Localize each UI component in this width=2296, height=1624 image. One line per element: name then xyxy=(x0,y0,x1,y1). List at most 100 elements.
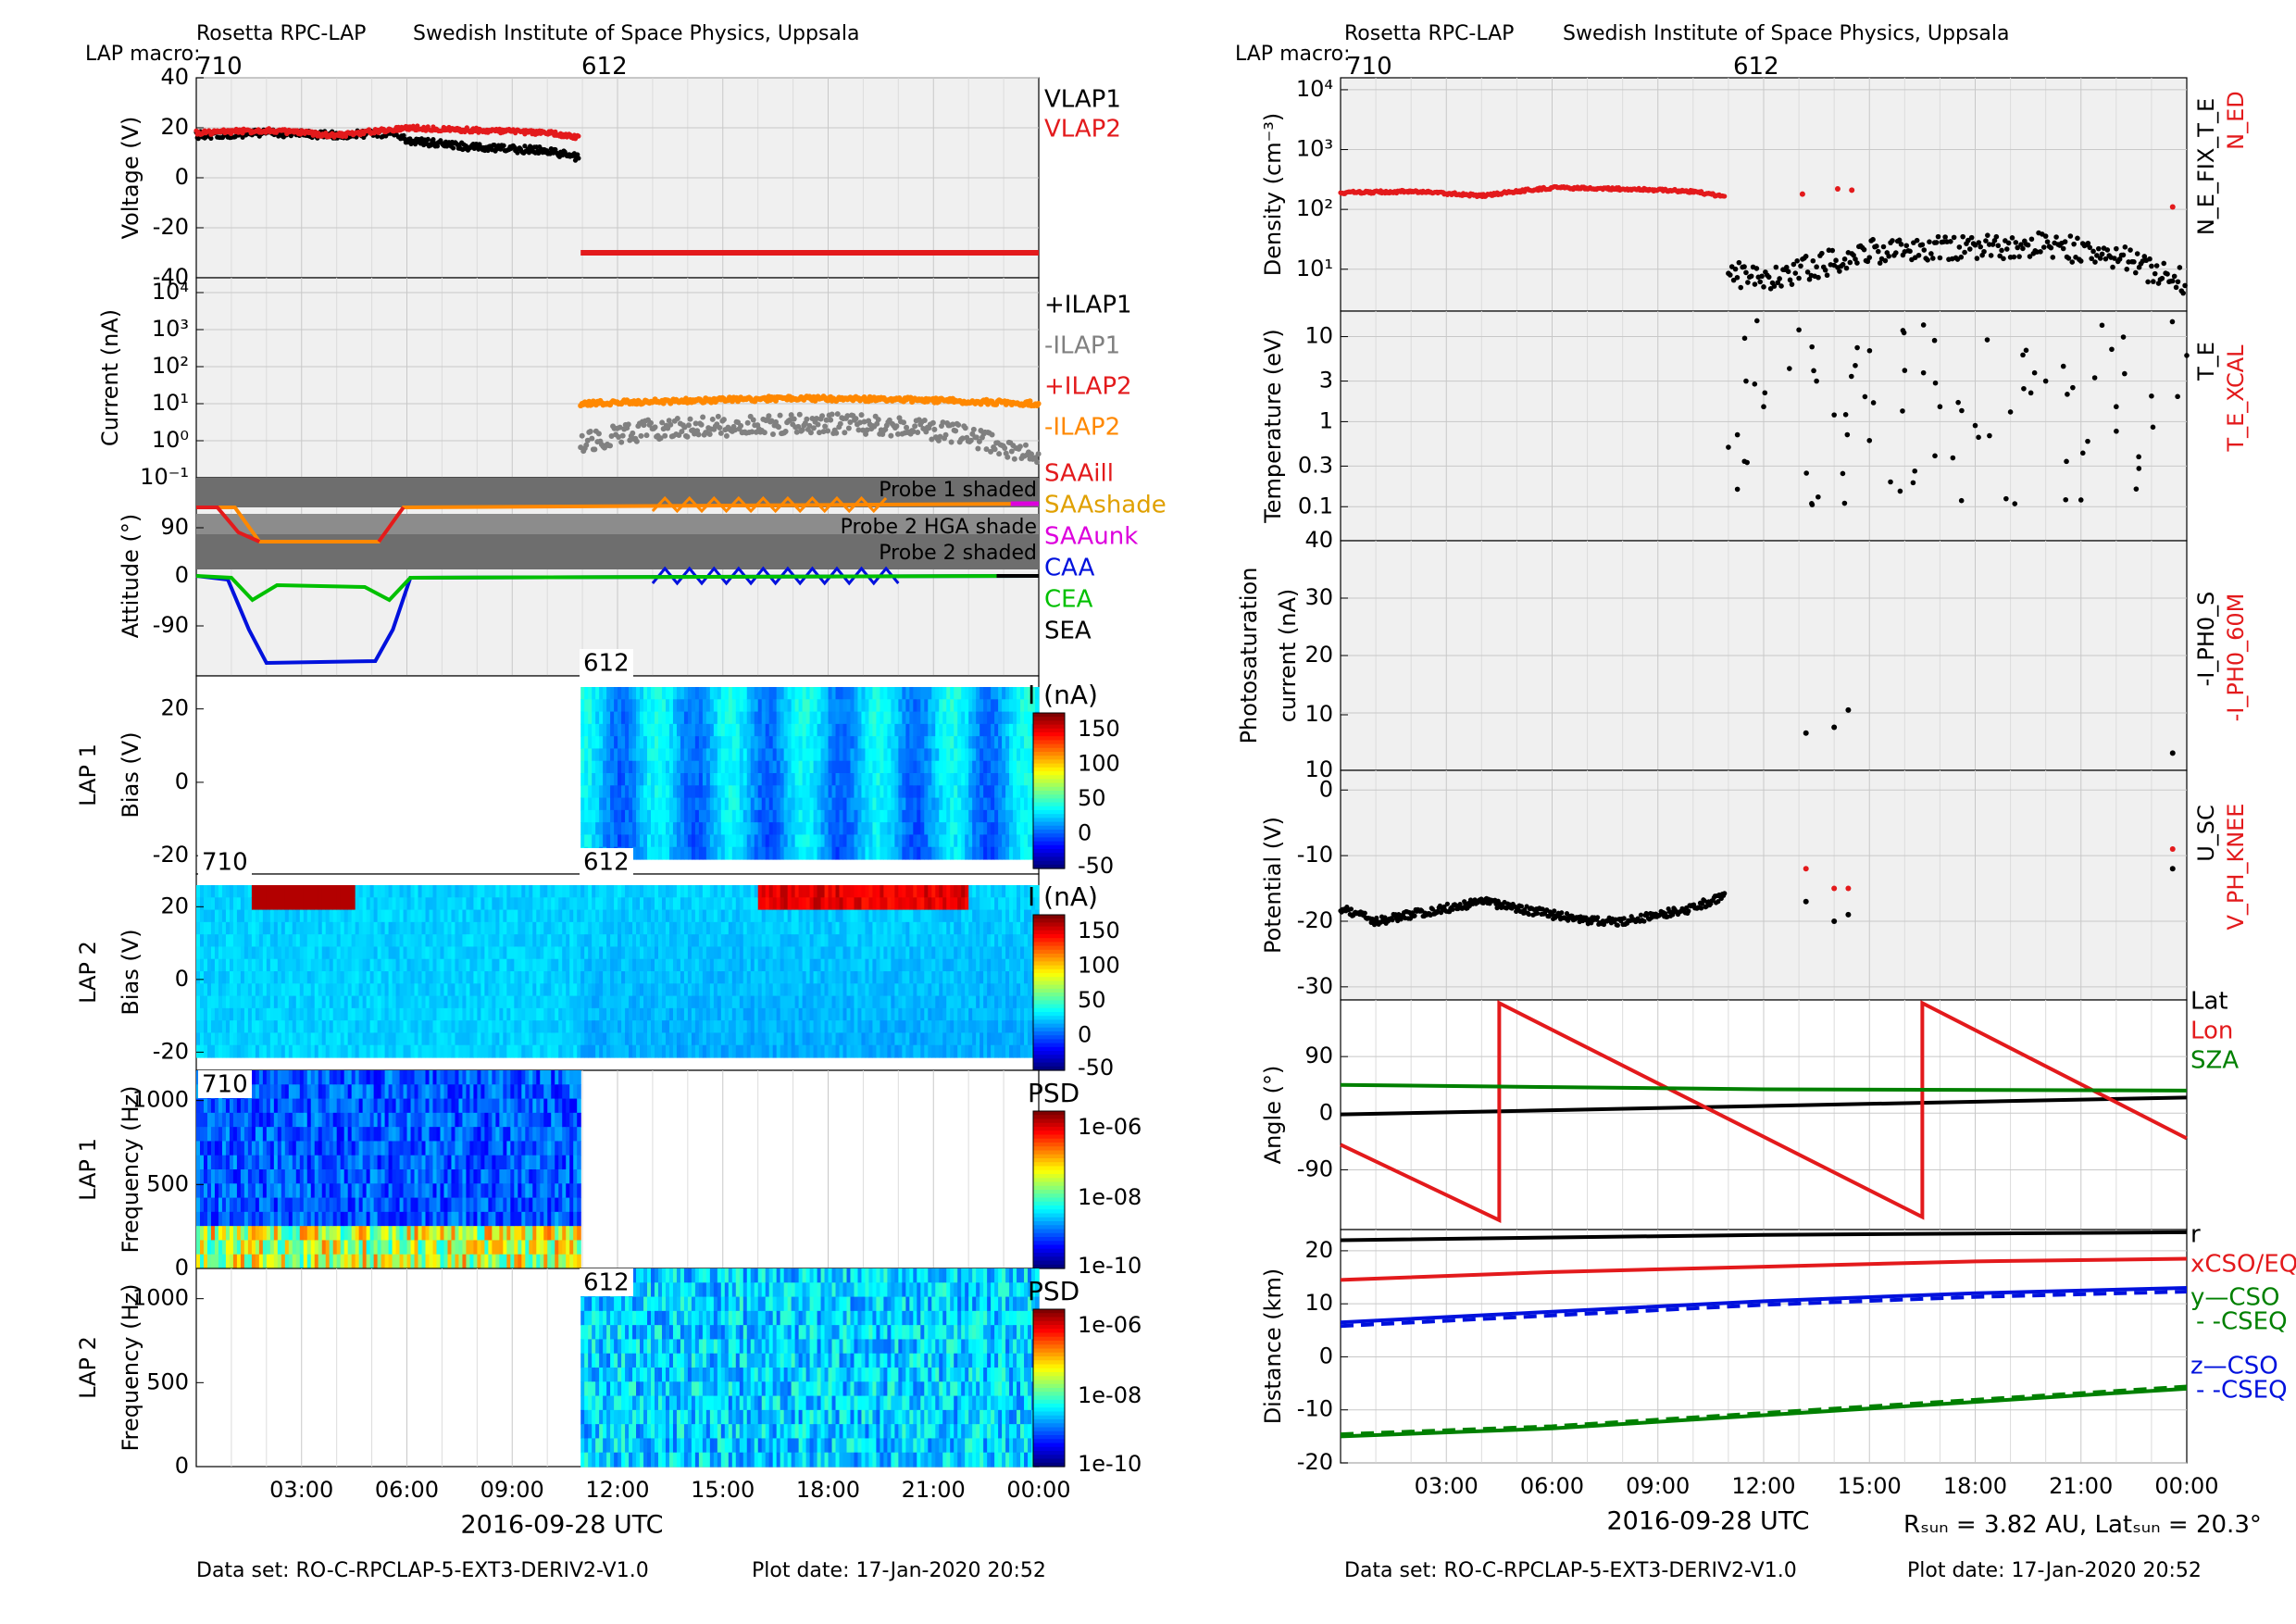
lap2-bias-heat-710-cell xyxy=(510,1020,515,1034)
lap1-bias-heat-cell xyxy=(865,834,870,848)
lap1-bias-heat-cell xyxy=(942,760,947,774)
lap2-bias-heat-710-cell xyxy=(536,1020,541,1034)
lap1-bias-heat-cell xyxy=(580,797,585,811)
lap2-bias-heat-710-cell xyxy=(232,909,238,923)
lap2-bias-heat-710-cell xyxy=(303,995,308,1009)
lap2-bias-heat-710-cell xyxy=(255,921,260,935)
lap2-bias-heat-710-cell xyxy=(547,1007,552,1021)
lap2-bias-heat-612-cell xyxy=(610,946,615,960)
lap1-bias-heat-cell xyxy=(584,809,589,823)
lap1-bias-heat-cell xyxy=(998,723,1003,737)
lap1-bias-heat-cell xyxy=(994,687,999,700)
lap1-bias-heat-cell xyxy=(618,809,622,823)
lap1-bias-heat-cell xyxy=(1020,748,1025,762)
lap1-bias-heat-cell xyxy=(621,773,626,786)
lap2-bias-heat-612-cell xyxy=(606,934,611,948)
lap1-bias-heat-cell xyxy=(805,699,811,713)
lap2-bias-heat-710-cell xyxy=(225,1044,231,1058)
lap1-bias-heat-cell xyxy=(872,736,878,750)
lap2-bias-heat-710-cell xyxy=(340,909,345,923)
current-panel-ytick-label: 10² xyxy=(152,353,189,379)
lap1-bias-heat-cell xyxy=(809,822,815,836)
lap2-bias-heat-710-cell xyxy=(266,897,271,911)
lap1-bias-heat-cell xyxy=(987,736,992,750)
lap2-bias-heat-612-cell xyxy=(606,971,611,984)
lap1-bias-heat-cell xyxy=(928,736,932,750)
lap1-bias-heat-cell xyxy=(950,797,955,811)
lap2-bias-heat-710-cell xyxy=(325,1044,331,1058)
lap1-bias-heat-cell xyxy=(588,822,593,836)
lap1-bias-heat-cell xyxy=(618,760,622,774)
lap1-bias-heat-cell xyxy=(868,687,874,700)
lap2-bias-heat-612-cell xyxy=(625,983,630,997)
lap1-bias-heat-cell xyxy=(794,846,800,860)
lap1-bias-heat-cell xyxy=(647,760,652,774)
lap2-bias-heat-710-cell xyxy=(532,958,537,972)
lap1-bias-heat-cell xyxy=(1020,760,1025,774)
current-panel-ytick-label: 10³ xyxy=(152,316,189,342)
lap2-bias-heat-710-cell xyxy=(303,934,308,948)
lap1-bias-heat-cell xyxy=(618,711,622,725)
lap1-bias-heat-cell xyxy=(824,760,830,774)
lap2-bias-heat-710-cell xyxy=(269,1020,275,1034)
lap1-bias-heat-cell xyxy=(968,748,973,762)
lap2-bias-heat-710-cell xyxy=(506,885,511,898)
lap1-bias-heat-cell xyxy=(1013,699,1017,713)
lap2-bias-heat-710-cell xyxy=(325,1032,331,1046)
lap1-bias-heat-cell xyxy=(713,711,718,725)
lap2-bias-heat-710-cell xyxy=(306,958,312,972)
lap1-bias-heat-cell xyxy=(1013,736,1017,750)
lap2-bias-heat-710-cell xyxy=(406,885,412,898)
lap2-bias-heat-710-cell xyxy=(466,909,471,923)
lap1-bias-heat-cell xyxy=(728,773,733,786)
lap1-bias-heat-cell xyxy=(998,809,1003,823)
lap2-bias-heat-710-cell xyxy=(551,934,555,948)
lap1-bias-heat-cell xyxy=(817,736,822,750)
lap1-bias-heat-cell xyxy=(883,760,888,774)
current-point-ilap1 xyxy=(845,425,852,431)
lap2-bias-heat-710-cell xyxy=(469,946,475,960)
lap1-bias-heat-cell xyxy=(983,711,988,725)
lap2-bias-heat-710-cell xyxy=(499,946,504,960)
lap2-bias-heat-710-cell xyxy=(236,983,242,997)
lap1-bias-heat-cell xyxy=(957,760,962,774)
lap1-bias-heat-cell xyxy=(913,846,917,860)
lap2-bias-heat-710-cell xyxy=(199,934,205,948)
lap2-bias-heat-710-cell xyxy=(392,909,397,923)
lap2-bias-heat-710-cell xyxy=(514,897,518,911)
lap2-bias-heat-710-cell xyxy=(440,1007,445,1021)
lap2-bias-heat-710-cell xyxy=(247,1020,253,1034)
lap2-bias-heat-710-cell xyxy=(399,1044,405,1058)
lap2-bias-heat-710-cell xyxy=(577,971,581,984)
lap1-bias-heat-cell xyxy=(629,723,633,737)
lap1-bias-heat-cell xyxy=(676,736,681,750)
lap1-bias-colorbar-cell xyxy=(1033,814,1065,818)
lap2-bias-heat-612-cell xyxy=(632,885,637,898)
lap1-bias-heat-cell xyxy=(717,736,722,750)
lap2-bias-heat-612-cell xyxy=(621,885,626,898)
lap1-bias-heat-cell xyxy=(828,736,833,750)
lap2-bias-heat-710-cell xyxy=(521,995,526,1009)
lap2-bias-heat-710-cell xyxy=(473,958,479,972)
lap2-bias-heat-710-cell xyxy=(247,983,253,997)
lap1-bias-heat-cell xyxy=(731,723,737,737)
lap2-bias-heat-612-cell xyxy=(592,983,596,997)
lap2-bias-heat-710-cell xyxy=(518,995,522,1009)
lap2-bias-heat-612-cell xyxy=(603,934,607,948)
lap2-bias-heat-612-cell xyxy=(629,1032,633,1046)
lap2-bias-heat-710-cell xyxy=(551,1020,555,1034)
lap1-bias-heat-cell xyxy=(588,785,593,799)
lap1-bias-heat-cell xyxy=(931,773,936,786)
lap1-bias-heat-cell xyxy=(592,785,596,799)
lap1-bias-heat-cell xyxy=(713,748,718,762)
lap1-bias-heat-cell xyxy=(850,785,855,799)
lap2-bias-heat-710-cell xyxy=(406,971,412,984)
lap2-bias-heat-710-cell xyxy=(295,1007,301,1021)
lap2-bias-heat-710-cell xyxy=(358,1020,364,1034)
lap2-bias-heat-710-cell xyxy=(388,946,393,960)
lap1-bias-heat-cell xyxy=(640,846,644,860)
lap1-bias-heat-cell xyxy=(968,785,973,799)
lap2-bias-heat-612-cell xyxy=(580,1020,585,1034)
lap2-bias-heat-710-cell xyxy=(543,995,548,1009)
lap2-bias-heat-612-cell xyxy=(610,1044,615,1058)
